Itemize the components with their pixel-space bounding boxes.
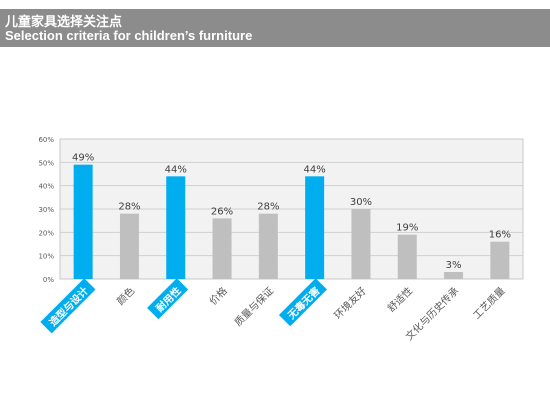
category-label-group: 颜色 (114, 284, 137, 307)
plot-border (59, 138, 524, 280)
bar (397, 234, 417, 279)
title-english: Selection criteria for children’s furnit… (5, 28, 253, 43)
title-chinese: 儿童家具选择关注点 (5, 15, 123, 30)
category-label: 质量与保证 (232, 284, 277, 329)
bar (166, 176, 186, 279)
y-tick-label: 40% (38, 183, 54, 191)
category-label-highlight (40, 278, 96, 334)
bar (212, 218, 232, 279)
category-label-group: 工艺质量 (471, 285, 508, 322)
data-label: 44% (165, 164, 187, 175)
bar (351, 209, 371, 279)
category-label: 颜色 (114, 284, 137, 307)
data-label: 16% (489, 230, 511, 241)
y-tick-label: 30% (38, 206, 54, 214)
category-label: 价格 (206, 284, 229, 307)
bar (119, 213, 139, 279)
category-label-group: 造型与设计 (40, 278, 96, 334)
bar (73, 164, 93, 279)
data-label: 30% (350, 197, 372, 208)
bar (490, 241, 510, 279)
data-label: 44% (304, 164, 326, 175)
bar (444, 272, 464, 279)
title-banner: 儿童家具选择关注点 Selection criteria for childre… (0, 9, 550, 47)
y-tick-label: 10% (38, 253, 54, 261)
y-tick-label: 0% (43, 276, 54, 284)
y-tick-label: 60% (38, 136, 54, 144)
bar (258, 213, 278, 279)
bar (305, 176, 325, 279)
category-label-group: 质量与保证 (232, 284, 277, 329)
category-label: 造型与设计 (46, 284, 91, 329)
y-tick-label: 50% (38, 159, 54, 167)
category-label: 舒适性 (385, 284, 415, 314)
data-label: 3% (446, 260, 462, 271)
category-label-group: 舒适性 (385, 284, 415, 314)
data-label: 26% (211, 206, 233, 217)
y-tick-label: 20% (38, 229, 54, 237)
category-label-group: 环境友好 (331, 284, 368, 321)
category-label: 无毒无害 (284, 284, 322, 322)
data-label: 28% (257, 202, 279, 213)
category-label-highlight (147, 278, 189, 320)
category-label-group: 耐用性 (147, 278, 189, 320)
data-label: 28% (118, 202, 140, 213)
category-label: 环境友好 (331, 284, 368, 321)
data-label: 19% (396, 223, 418, 234)
category-label: 工艺质量 (471, 285, 508, 322)
category-label-highlight (278, 278, 328, 327)
category-label-group: 价格 (206, 284, 229, 307)
data-label: 49% (72, 153, 94, 164)
category-label-group: 无毒无害 (278, 278, 328, 327)
